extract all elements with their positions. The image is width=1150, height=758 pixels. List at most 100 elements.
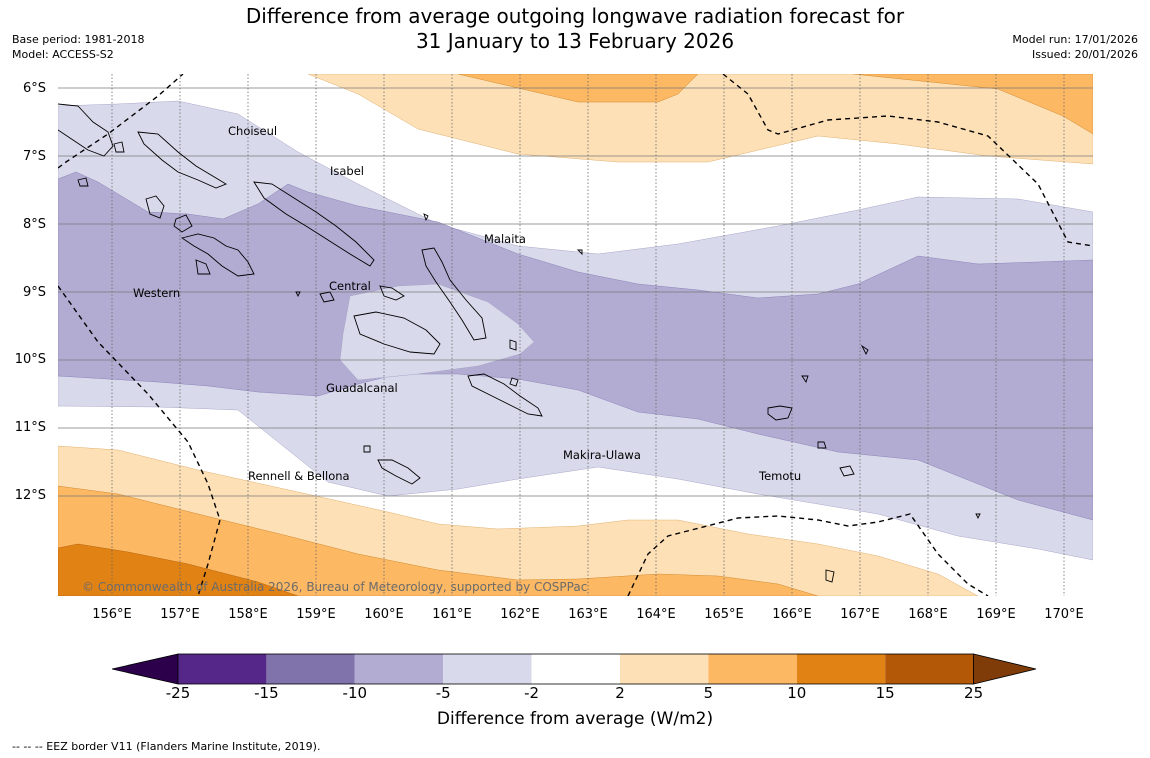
region-label-guadalcanal: Guadalcanal [326, 381, 398, 395]
lon-label: 168°E [908, 607, 948, 622]
guadalcanal-coast [353, 311, 441, 355]
title-line-1: Difference from average outgoing longwav… [245, 4, 905, 28]
lon-label: 166°E [772, 607, 812, 622]
lon-label: 163°E [568, 607, 608, 622]
reef-islands-coast [801, 375, 809, 384]
longitude-gridlines [111, 74, 1065, 596]
copyright-notice: © Commonwealth of Australia 2026, Bureau… [82, 580, 588, 594]
region-label-makira-ulawa: Makira-Ulawa [563, 448, 641, 462]
new-georgia-coast [180, 233, 255, 277]
colorbar-extend-max [973, 653, 1037, 685]
eez-border [58, 74, 1093, 596]
colorbar-extend-min [112, 653, 179, 685]
region-label-isabel: Isabel [330, 164, 365, 178]
region-label-rennell-bellona: Rennell & Bellona [248, 469, 350, 483]
lat-label: 6°S [22, 81, 46, 96]
choiseul-coast [137, 131, 228, 189]
lat-label: 11°S [14, 420, 46, 435]
colorbar-outline [177, 653, 974, 685]
rendova-coast [195, 259, 211, 275]
lon-label: 157°E [160, 607, 200, 622]
shortland-coast [77, 177, 89, 187]
colorbar-tick-label: -5 [435, 684, 451, 702]
vanikoro-coast [817, 441, 827, 449]
colorbar-tick-label: 25 [964, 684, 984, 702]
model-run: Model run: 17/01/2026 [1012, 33, 1138, 46]
lon-label: 161°E [432, 607, 472, 622]
tikopia-coast [825, 569, 835, 583]
north-orange-mid-band-east [852, 74, 1093, 135]
region-label-western: Western [133, 286, 181, 300]
colorbar-tick-label: 2 [615, 684, 625, 702]
solomon-islands-coastlines [58, 103, 981, 583]
rennell-coast [377, 459, 421, 485]
colorbar-bin [354, 654, 444, 684]
duff-islands-coast [860, 344, 869, 356]
latitude-gridlines [58, 87, 1093, 497]
colorbar-tick-label: 5 [703, 684, 714, 702]
ontong-java-coast [423, 213, 429, 222]
anuta-coast [975, 513, 981, 520]
malaita-coast [421, 247, 487, 341]
sikaiana-coast [295, 291, 301, 298]
title-line-2: 31 January to 13 February 2026 [415, 29, 735, 53]
base-period: Base period: 1981-2018 [12, 33, 145, 46]
lon-label: 165°E [704, 607, 744, 622]
lon-label: 162°E [500, 607, 540, 622]
model-info: Base period: 1981-2018 Model: ACCESS-S2 [12, 32, 144, 62]
ulawa-coast [509, 377, 519, 387]
chart-title: Difference from average outgoing longwav… [230, 4, 920, 54]
lon-label: 170°E [1044, 607, 1084, 622]
utupua-coast [839, 465, 855, 477]
colorbar [112, 653, 1037, 685]
lon-label: 169°E [976, 607, 1016, 622]
north-orange-light-band [307, 74, 1093, 165]
run-info: Model run: 17/01/2026 Issued: 20/01/2026 [1012, 32, 1138, 62]
colorbar-bin [885, 654, 974, 684]
lat-label: 7°S [22, 149, 46, 164]
region-label-choiseul: Choiseul [228, 124, 278, 138]
region-label-central: Central [329, 279, 371, 293]
treasury-coast [113, 141, 125, 153]
lon-label: 159°E [296, 607, 336, 622]
lon-label: 164°E [636, 607, 676, 622]
colorbar-bin [796, 654, 886, 684]
lon-label: 158°E [228, 607, 268, 622]
bellona-coast [363, 445, 371, 453]
colorbar-bin [443, 654, 532, 684]
vella-lavella-coast [145, 195, 165, 219]
colorbar-tick-label: -15 [254, 684, 279, 702]
colorbar-tick-label: -25 [165, 684, 191, 702]
colorbar-bin [708, 654, 797, 684]
makira-coast [467, 373, 543, 417]
santa-isabel-coast [253, 181, 375, 267]
colorbar-bin [531, 654, 620, 684]
region-label-malaita: Malaita [484, 232, 526, 246]
south-orange-dark-band [58, 543, 299, 596]
colorbar-tick-label: 15 [875, 684, 895, 702]
lat-label: 12°S [14, 488, 46, 503]
lat-label: 8°S [22, 217, 46, 232]
small-malaita-coast [509, 339, 517, 351]
lat-label: 10°S [14, 352, 46, 367]
issued-date: Issued: 20/01/2026 [1031, 48, 1138, 61]
russell-islands-coast [319, 291, 335, 303]
colorbar-bin [620, 654, 709, 684]
florida-islands-coast [379, 285, 405, 301]
stewart-islands-coast [576, 249, 583, 256]
eez-legend-note: -- -- -- EEZ border V11 (Flanders Marine… [12, 740, 321, 753]
model-name: Model: ACCESS-S2 [12, 48, 114, 61]
lon-label: 156°E [92, 607, 132, 622]
olr-anomaly-map [58, 74, 1093, 596]
colorbar-title: Difference from average (W/m2) [436, 709, 714, 729]
lon-label: 160°E [364, 607, 404, 622]
colorbar-tick-label: 10 [787, 684, 807, 702]
region-label-temotu: Temotu [759, 469, 802, 483]
lat-label: 9°S [22, 285, 46, 300]
colorbar-bin [178, 654, 267, 684]
colorbar-tick-label: -10 [342, 684, 368, 702]
colorbar-bin [266, 654, 355, 684]
bougainville-coast [58, 103, 114, 157]
santa-cruz-coast [767, 405, 793, 421]
colorbar-tick-label: -2 [524, 684, 540, 702]
